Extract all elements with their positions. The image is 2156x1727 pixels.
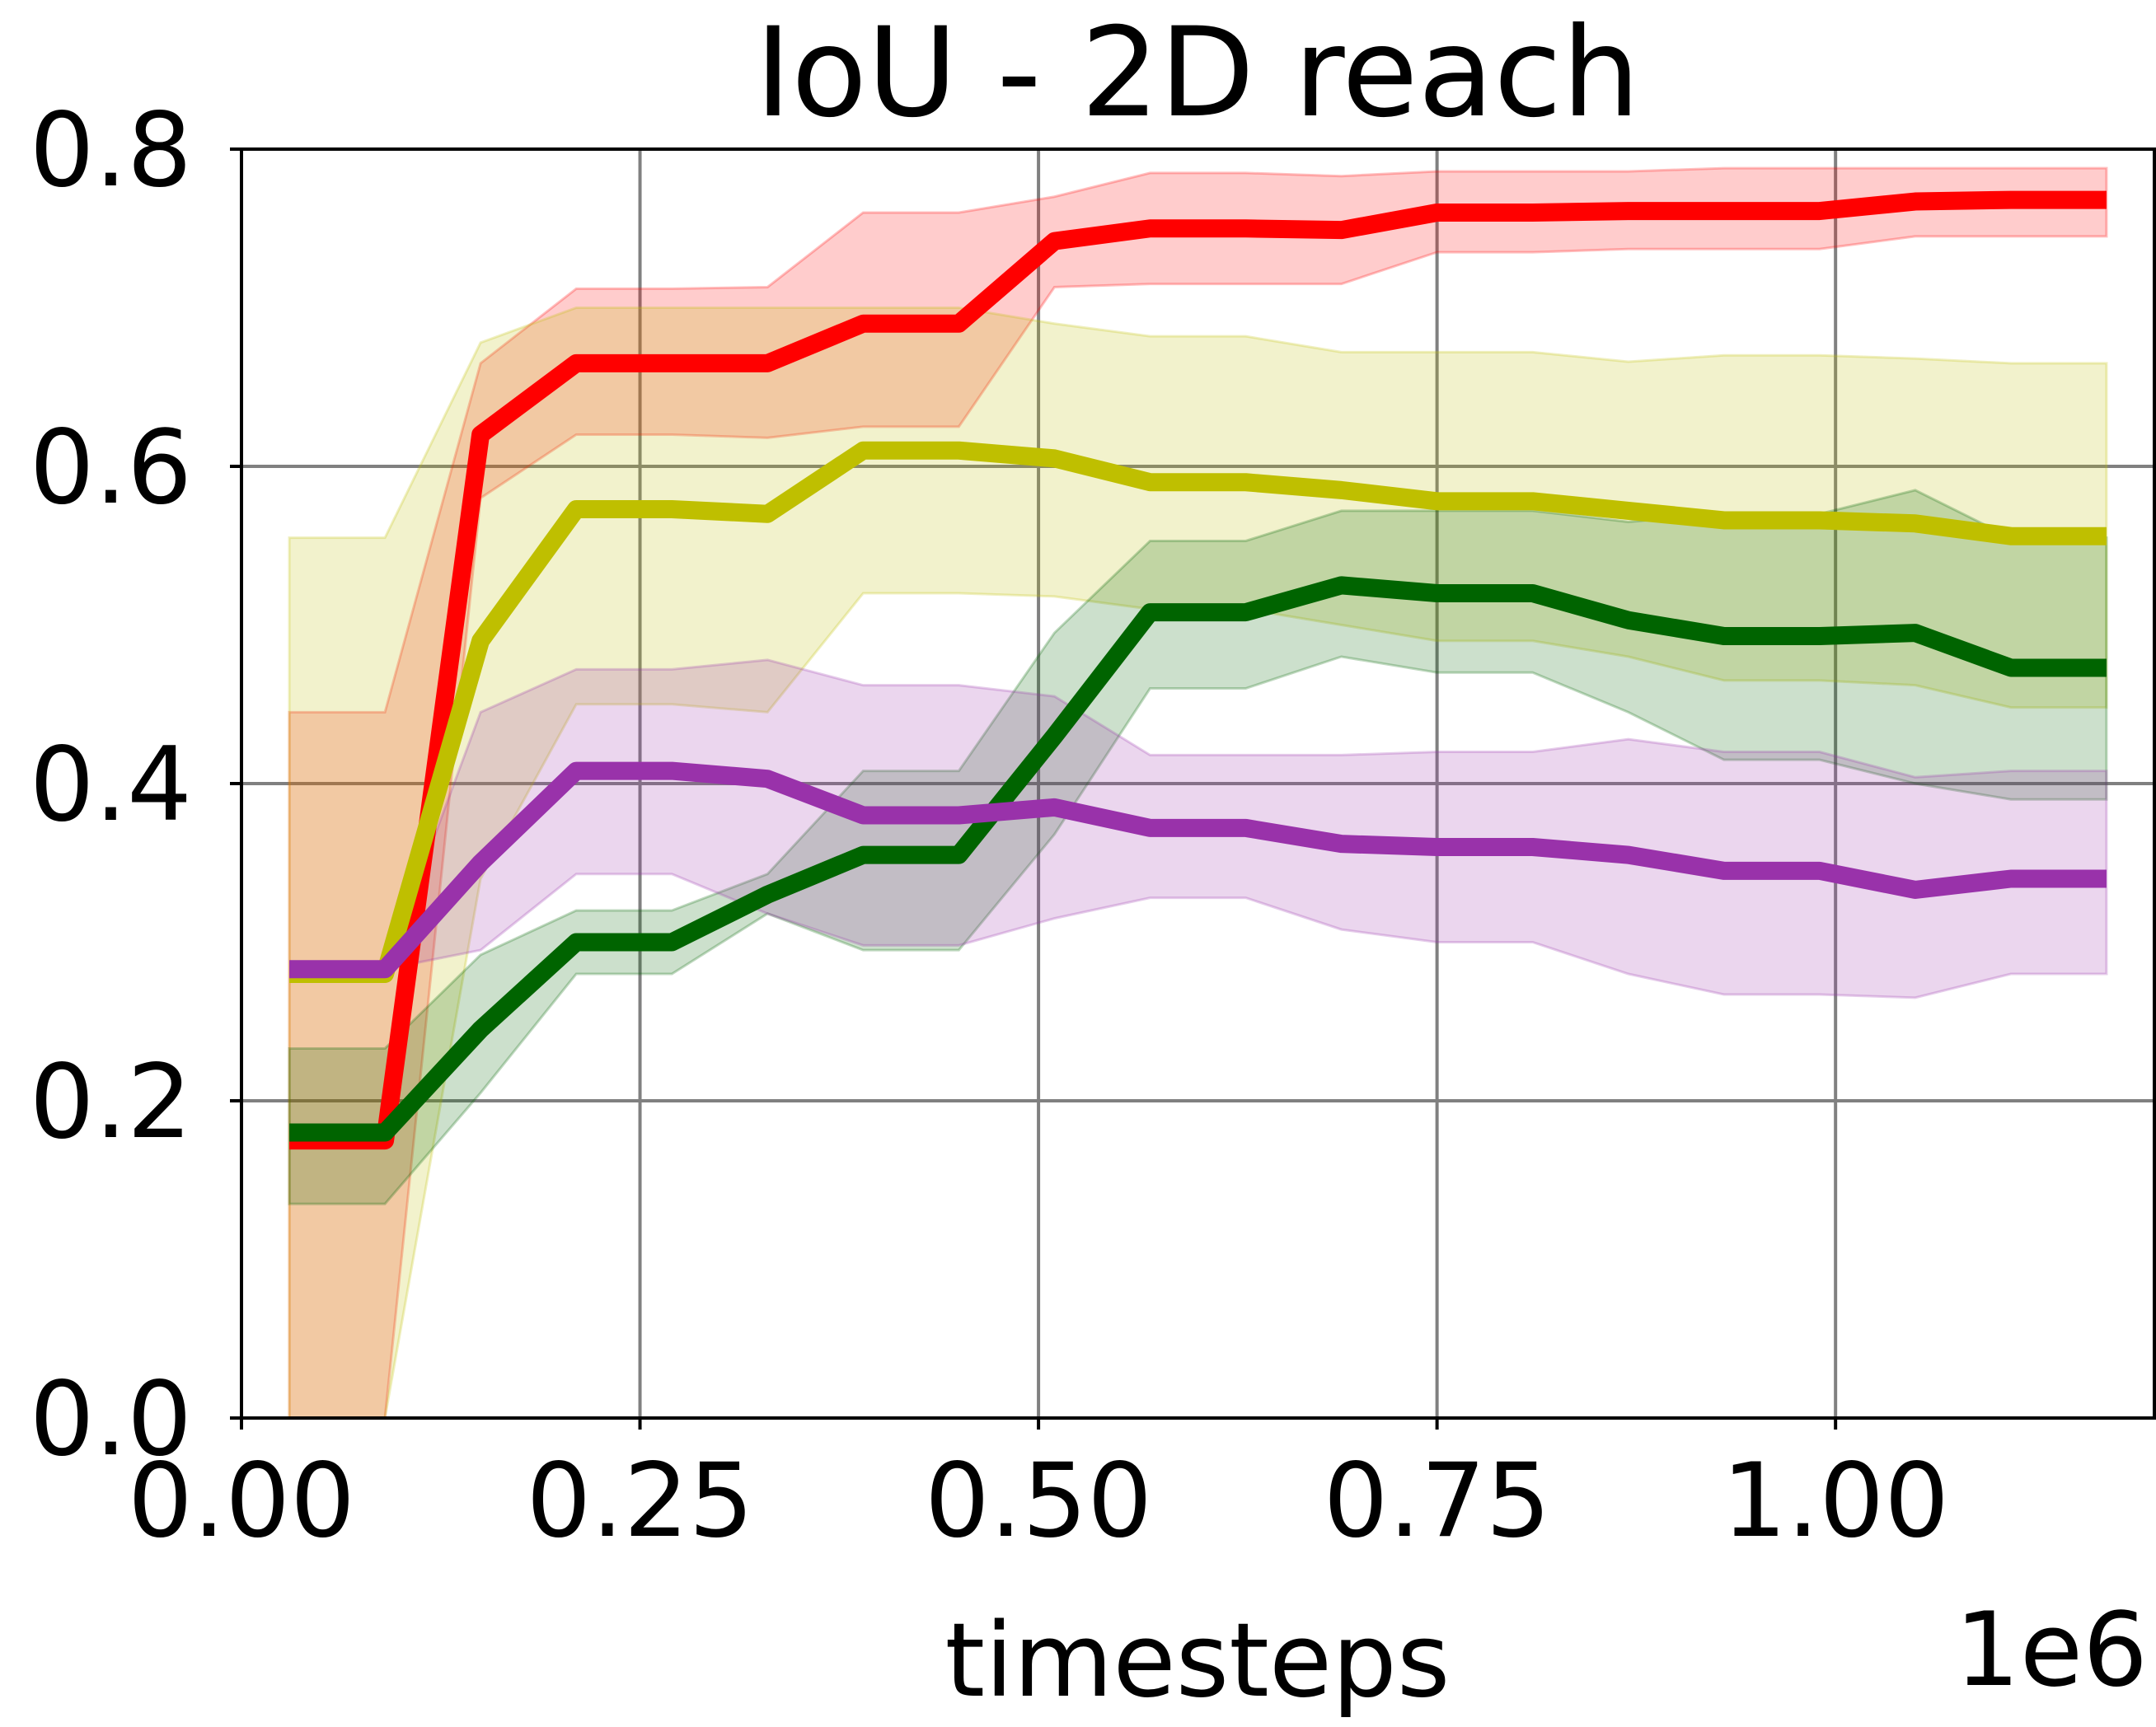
confidence-band (288, 489, 2108, 1205)
y-tick-label: 0.2 (30, 1043, 192, 1162)
series-lines (289, 190, 2107, 1150)
x-tick-label: 0.00 (128, 1442, 355, 1561)
x-tick-label: 0.25 (526, 1442, 753, 1561)
series-line (289, 441, 2107, 983)
chart-title: IoU - 2D reach (755, 2, 1640, 145)
series-line (289, 576, 2107, 1142)
x-axis-ticks: 0.00 0.25 0.50 0.75 1.00 (128, 1418, 1949, 1561)
y-tick-label: 0.6 (30, 409, 192, 527)
x-axis-label: timesteps (945, 1602, 1451, 1720)
x-tick-label: 0.75 (1324, 1442, 1551, 1561)
confidence-band (288, 307, 2108, 1420)
x-tick-label: 0.50 (925, 1442, 1152, 1561)
series-line (289, 190, 2107, 1150)
y-tick-label: 0.0 (30, 1360, 192, 1479)
x-axis-offset-label: 1e6 (1955, 1591, 2148, 1710)
y-tick-label: 0.4 (30, 726, 192, 845)
y-axis-ticks: 0.0 0.2 0.4 0.6 0.8 (30, 91, 241, 1479)
series-line (289, 761, 2107, 979)
x-tick-label: 1.00 (1722, 1442, 1949, 1561)
confidence-band (288, 166, 2108, 1420)
y-tick-label: 0.8 (30, 91, 192, 210)
